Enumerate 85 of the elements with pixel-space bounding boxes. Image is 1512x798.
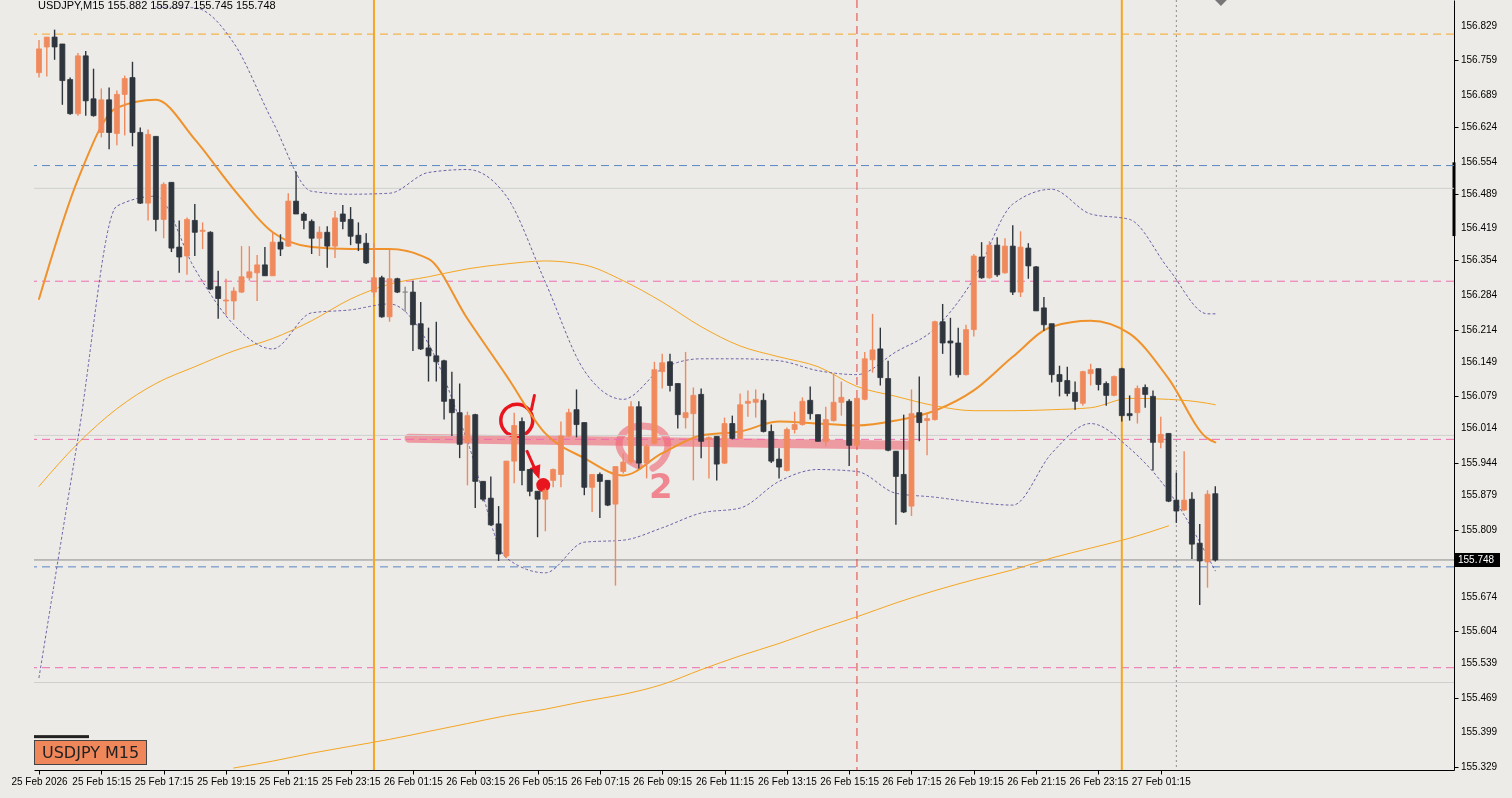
candlestick: [924, 412, 930, 456]
annotation: 2: [648, 466, 673, 507]
y-tick-label: 156.829: [1461, 19, 1498, 31]
x-tick-label: 26 Feb 13:15: [757, 775, 818, 787]
candlestick: [596, 471, 603, 519]
y-tick-label: 156.284: [1461, 289, 1498, 301]
y-tick-label: 156.354: [1461, 254, 1498, 266]
candlestick: [254, 254, 261, 302]
candlestick: [316, 225, 323, 257]
candlestick: [1025, 242, 1032, 280]
candlestick: [43, 36, 50, 78]
y-tick-label: 156.554: [1461, 155, 1498, 167]
y-tick-label: 155.879: [1461, 489, 1498, 501]
x-tick-label: 25 Feb 2026: [11, 775, 69, 787]
x-tick-label: 26 Feb 15:15: [820, 775, 880, 787]
y-tick-label: 156.489: [1461, 187, 1498, 199]
y-tick-label: 156.624: [1461, 121, 1498, 133]
x-tick-label: 25 Feb 19:15: [196, 775, 257, 787]
candlestick: [807, 385, 814, 421]
candlestick: [324, 225, 331, 269]
y-tick-label: 155.399: [1461, 726, 1498, 738]
x-tick-label: 26 Feb 05:15: [508, 775, 568, 787]
candlestick: [706, 435, 712, 480]
candlestick: [1181, 450, 1188, 512]
x-tick-label: 26 Feb 19:15: [944, 775, 1005, 787]
candlestick: [589, 473, 595, 513]
candlestick: [643, 443, 650, 480]
x-tick-label: 26 Feb 17:15: [882, 775, 942, 787]
x-tick-label: 27 Feb 01:15: [1131, 775, 1192, 787]
candlestick: [1196, 523, 1203, 606]
candlestick: [121, 74, 128, 137]
y-tick-label: 156.149: [1461, 355, 1498, 367]
candlestick: [565, 408, 572, 438]
candlestick: [752, 388, 759, 419]
y-tick-label: 155.809: [1461, 523, 1498, 535]
candlestick: [776, 447, 782, 480]
x-tick-label: 26 Feb 01:15: [383, 775, 444, 787]
x-tick-label: 25 Feb 23:15: [321, 775, 382, 787]
x-tick-label: 26 Feb 07:15: [570, 775, 631, 787]
candlestick: [1157, 415, 1164, 449]
chart-title: USDJPY,M15 155.882 155.897 155.745 155.748: [38, 0, 276, 11]
y-tick-label: 156.689: [1461, 88, 1498, 100]
x-tick-label: 26 Feb 11:15: [695, 775, 755, 787]
y-tick-label: 156.214: [1461, 323, 1498, 335]
candlestick: [199, 221, 206, 250]
candlestick: [542, 487, 549, 532]
candlestick: [191, 203, 198, 257]
y-tick-label: 155.674: [1461, 590, 1498, 602]
candlestick: [667, 353, 673, 393]
ref-line-label: 155.748: [1458, 553, 1495, 565]
line-series: [38, 195, 1216, 679]
candlestick: [978, 241, 985, 280]
annotation: USDJPY M15: [34, 740, 148, 766]
candlestick: [1087, 363, 1094, 387]
candlestick: [448, 370, 455, 437]
candlestick: [36, 39, 42, 79]
x-tick-label: 25 Feb 21:15: [259, 775, 319, 787]
candlestick: [293, 170, 299, 215]
candlestick: [277, 233, 284, 257]
candlestick: [262, 246, 268, 277]
x-tick-label: 25 Feb 17:15: [134, 775, 195, 787]
y-tick-label: 156.014: [1461, 422, 1498, 434]
candlestick: [1041, 296, 1047, 332]
candlestick: [745, 389, 751, 418]
x-tick-label: 26 Feb 21:15: [1007, 775, 1067, 787]
y-tick-label: 156.419: [1461, 222, 1498, 234]
candlestick: [1072, 380, 1078, 411]
candlestick: [480, 480, 486, 502]
candlestick: [308, 218, 315, 255]
y-tick-label: 155.604: [1461, 625, 1498, 637]
candlestick: [223, 278, 229, 317]
candlestick: [1142, 383, 1149, 409]
y-tick-label: 155.329: [1461, 761, 1498, 773]
x-tick-label: 25 Feb 15:15: [72, 775, 132, 787]
y-tick-label: 155.539: [1461, 657, 1498, 669]
candlestick: [402, 285, 409, 313]
y-tick-label: 156.079: [1461, 390, 1498, 402]
candlestick: [916, 375, 923, 443]
candlestick: [371, 242, 377, 298]
y-tick-label: 156.759: [1461, 54, 1498, 66]
y-tick-label: 155.469: [1461, 691, 1498, 703]
x-tick-label: 26 Feb 03:15: [446, 775, 506, 787]
x-tick-label: 26 Feb 09:15: [633, 775, 693, 787]
y-tick-label: 155.944: [1461, 457, 1498, 469]
x-tick-label: 26 Feb 23:15: [1069, 775, 1129, 787]
